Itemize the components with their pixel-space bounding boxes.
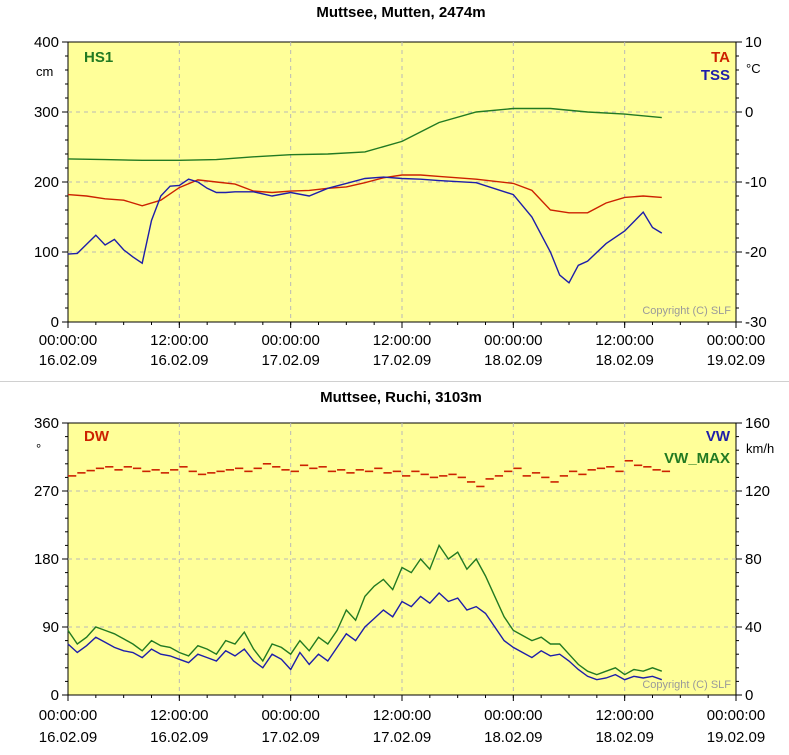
x-tick-date-label: 16.02.09 — [39, 729, 97, 746]
left-unit-label: ° — [36, 441, 41, 456]
x-tick-time-label: 12:00:00 — [595, 707, 653, 724]
left-unit-label: cm — [36, 64, 53, 79]
series-vw-line — [67, 592, 663, 681]
x-tick-date-label: 16.02.09 — [150, 352, 208, 369]
right-tick-label: 10 — [745, 34, 762, 51]
right-tick-label: 0 — [745, 104, 753, 121]
series-hs1-line — [67, 107, 662, 162]
left-tick-label: 200 — [34, 174, 59, 191]
left-tick-label: 100 — [34, 244, 59, 261]
left-tick-label: 360 — [34, 415, 59, 432]
right-tick-label: 160 — [745, 415, 770, 432]
left-tick-label: 270 — [34, 483, 59, 500]
grid-lines — [68, 423, 736, 695]
legend-tss: TSS — [701, 67, 730, 84]
left-tick-label: 90 — [42, 619, 59, 636]
x-tick-date-label: 18.02.09 — [595, 352, 653, 369]
right-unit-label: °C — [746, 61, 761, 76]
legend-left: DW — [84, 428, 110, 445]
copyright-label: Copyright (C) SLF — [642, 305, 731, 317]
x-tick-date-label: 17.02.09 — [373, 729, 431, 746]
series-vw-max-line — [67, 543, 663, 676]
x-tick-time-label: 00:00:00 — [261, 332, 319, 349]
x-tick-time-label: 00:00:00 — [261, 707, 319, 724]
x-tick-date-label: 17.02.09 — [373, 352, 431, 369]
x-tick-time-label: 00:00:00 — [484, 332, 542, 349]
x-tick-time-label: 00:00:00 — [707, 332, 765, 349]
x-tick-date-label: 17.02.09 — [261, 352, 319, 369]
chart-ruchi: Muttsee, Ruchi, 3103m 360 270 180 90 0 160 120… — [34, 389, 774, 746]
x-tick-date-label: 16.02.09 — [39, 352, 97, 369]
left-tick-label: 400 — [34, 34, 59, 51]
right-tick-label: 0 — [745, 687, 753, 704]
left-tick-label: 0 — [51, 314, 59, 331]
series-layer — [67, 107, 663, 284]
legend-left: HS1 — [84, 49, 113, 66]
x-tick-time-label: 12:00:00 — [373, 707, 431, 724]
x-tick-time-label: 12:00:00 — [595, 332, 653, 349]
x-tick-time-label: 00:00:00 — [39, 332, 97, 349]
x-tick-date-label: 18.02.09 — [484, 352, 542, 369]
x-tick-time-label: 12:00:00 — [373, 332, 431, 349]
axis-ticks — [62, 422, 742, 701]
axis-ticks — [62, 41, 742, 328]
right-tick-label: 40 — [745, 619, 762, 636]
right-tick-label: -10 — [745, 174, 767, 191]
x-tick-time-label: 12:00:00 — [150, 332, 208, 349]
chart-title: Muttsee, Mutten, 2474m — [316, 4, 485, 21]
legend-right: VW VW_MAX — [664, 428, 731, 467]
x-tick-time-label: 00:00:00 — [707, 707, 765, 724]
x-tick-time-label: 00:00:00 — [39, 707, 97, 724]
chart-title: Muttsee, Ruchi, 3103m — [320, 389, 482, 406]
x-tick-time-label: 12:00:00 — [150, 707, 208, 724]
x-tick-date-label: 18.02.09 — [484, 729, 542, 746]
x-tick-date-label: 16.02.09 — [150, 729, 208, 746]
grid-lines — [68, 42, 736, 322]
right-unit-label: km/h — [746, 441, 774, 456]
chart-mutten: Muttsee, Mutten, 2474m 4003002001000100-… — [34, 4, 767, 369]
x-tick-time-label: 00:00:00 — [484, 707, 542, 724]
tick-labels: 360 270 180 90 0 160 120 80 40 0 00:00:00 16.02.09 1… — [34, 415, 770, 746]
copyright-label: Copyright (C) SLF — [642, 679, 731, 691]
right-tick-label: -30 — [745, 314, 767, 331]
left-tick-label: 0 — [51, 687, 59, 704]
legend-vw-max: VW_MAX — [664, 450, 730, 467]
right-tick-label: 80 — [745, 551, 762, 568]
left-tick-label: 180 — [34, 551, 59, 568]
series-layer — [67, 459, 671, 681]
series-tss-line — [67, 176, 663, 284]
legend-vw: VW — [706, 428, 731, 445]
x-tick-date-label: 17.02.09 — [261, 729, 319, 746]
legend-ta: TA — [711, 49, 730, 66]
right-tick-label: -20 — [745, 244, 767, 261]
x-tick-date-label: 19.02.09 — [707, 729, 765, 746]
legend-hs1: HS1 — [84, 49, 113, 66]
chart-divider — [0, 381, 789, 382]
left-tick-label: 300 — [34, 104, 59, 121]
x-tick-date-label: 19.02.09 — [707, 352, 765, 369]
right-tick-label: 120 — [745, 483, 770, 500]
tick-labels: 4003002001000100-10-20-3000:00:0016.02.0… — [34, 34, 767, 369]
series-ta-line — [67, 174, 662, 214]
x-tick-date-label: 18.02.09 — [595, 729, 653, 746]
legend-dw: DW — [84, 428, 110, 445]
